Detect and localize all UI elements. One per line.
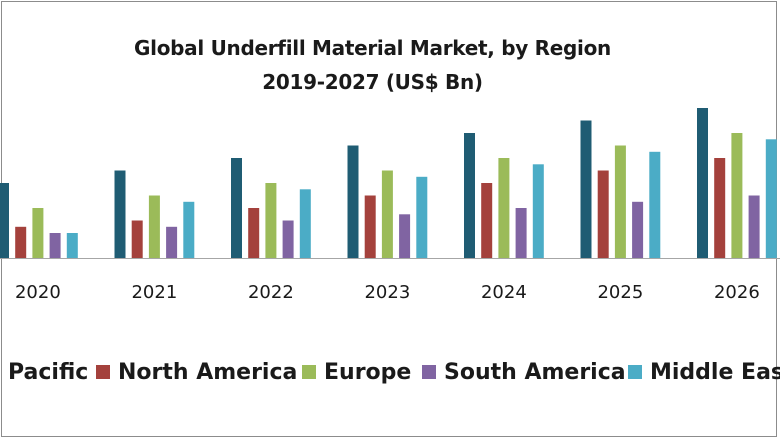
bar-north-america-2026 [714, 158, 726, 258]
bar-south-america-2021 [166, 226, 178, 259]
bar-south-america-2020 [49, 233, 61, 258]
bar-europe-2026 [731, 133, 743, 258]
bar-middle-east-2021 [183, 201, 195, 259]
bar-asia-pacific-2022 [231, 158, 242, 258]
x-tick-label-2025: 2025 [597, 282, 643, 303]
bar-south-america-2024 [515, 208, 527, 258]
bar-north-america-2024 [481, 183, 493, 258]
bar-north-america-2025 [597, 170, 609, 258]
bar-south-america-2023 [399, 214, 411, 259]
bar-north-america-2021 [131, 220, 143, 258]
bar-south-america-2026 [748, 195, 760, 258]
bar-north-america-2020 [15, 226, 27, 259]
bar-europe-2024 [498, 158, 510, 258]
legend-label-south-america: South America [444, 360, 626, 385]
bar-middle-east-2024 [532, 164, 544, 259]
bar-asia-pacific-2024 [464, 133, 475, 258]
bar-asia-pacific-2020 [0, 183, 9, 258]
x-tick-label-2021: 2021 [131, 282, 177, 303]
x-tick-label-2022: 2022 [248, 282, 294, 303]
x-tick-label-2020: 2020 [15, 282, 61, 303]
bar-north-america-2022 [248, 208, 260, 258]
x-tick-label-2024: 2024 [481, 282, 527, 303]
bar-middle-east-2023 [416, 176, 428, 259]
bar-middle-east-2022 [299, 189, 311, 259]
legend-label-middle-east: Middle East [650, 360, 780, 385]
legend-label-north-america: North America [118, 360, 297, 385]
chart-subtitle: 2019-2027 (US$ Bn) [262, 70, 483, 94]
bar-asia-pacific-2025 [580, 120, 592, 258]
legend-label-europe: Europe [324, 360, 411, 385]
chart-title: Global Underfill Material Market, by Reg… [134, 36, 611, 60]
x-tick-label-2026: 2026 [714, 282, 760, 303]
bar-europe-2025 [614, 145, 626, 258]
bar-middle-east-2020 [66, 233, 78, 258]
bar-south-america-2025 [632, 201, 644, 259]
x-tick-label-2023: 2023 [364, 282, 410, 303]
legend-label-pacific: Pacific [8, 360, 88, 385]
bar-asia-pacific-2021 [114, 170, 126, 258]
bar-asia-pacific-2026 [697, 108, 708, 258]
bar-north-america-2023 [364, 195, 376, 258]
legend-swatch-middle-east [628, 365, 642, 379]
legend-swatch-south-america [422, 365, 436, 379]
bar-middle-east-2026 [765, 139, 777, 259]
bar-middle-east-2025 [649, 151, 661, 259]
bar-asia-pacific-2023 [347, 145, 359, 258]
bar-europe-2023 [381, 170, 393, 258]
bar-south-america-2022 [282, 220, 294, 258]
legend-swatch-north-america [96, 365, 110, 379]
bar-europe-2020 [32, 208, 44, 258]
bar-europe-2021 [148, 195, 160, 258]
legend-swatch-europe [302, 365, 316, 379]
bar-europe-2022 [265, 183, 277, 258]
